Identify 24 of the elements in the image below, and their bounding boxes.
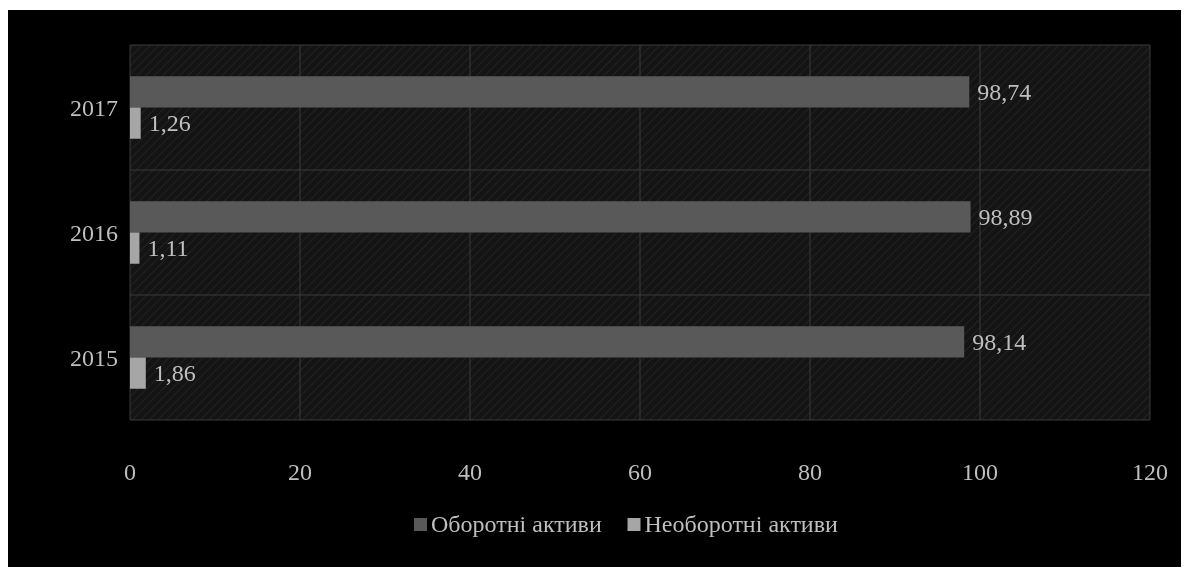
x-tick-label: 20 [288, 459, 312, 485]
bar [130, 201, 971, 233]
text: 1,26 [148, 110, 191, 137]
x-tick-label: 100 [962, 459, 998, 485]
text: 98,14 [972, 328, 1027, 355]
text: 98,74 [977, 78, 1032, 105]
bar [130, 76, 970, 108]
x-tick-label: 0 [124, 459, 136, 485]
text: 1,86 [153, 360, 196, 387]
legend-label: Оборотні активи [431, 511, 602, 537]
bar [130, 232, 140, 264]
x-tick-label: 80 [798, 459, 822, 485]
y-tick-label: 2015 [70, 344, 118, 371]
y-tick-label: 2017 [70, 94, 118, 121]
y-tick-label: 2016 [70, 219, 118, 246]
text: 1,11 [147, 235, 189, 262]
x-tick-label: 120 [1132, 459, 1168, 485]
x-tick-label: 40 [458, 459, 482, 485]
bar [130, 107, 141, 139]
text: 98,89 [978, 203, 1033, 230]
x-tick-label: 60 [628, 459, 652, 485]
bar [130, 357, 146, 389]
legend-label: Необоротні активи [644, 511, 839, 537]
bar [130, 326, 965, 358]
